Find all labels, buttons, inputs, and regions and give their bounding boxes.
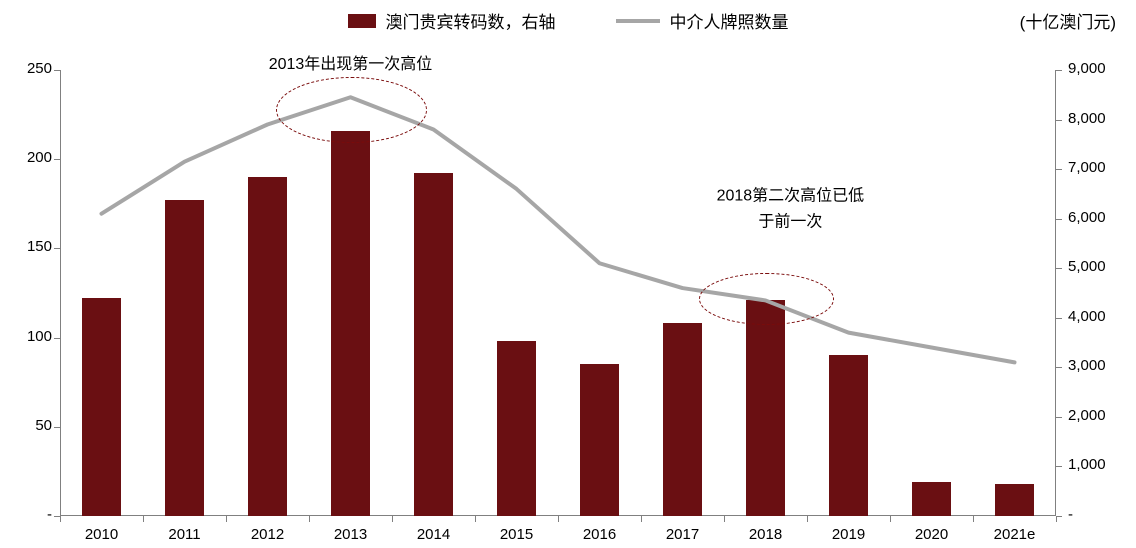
x-tick: [143, 516, 144, 522]
unit-label: (十亿澳门元): [1020, 8, 1116, 33]
plot-area: -50100150200250-1,0002,0003,0004,0005,00…: [60, 70, 1056, 516]
legend: 澳门贵宾转码数，右轴 中介人牌照数量: [0, 8, 1136, 33]
x-label: 2020: [915, 526, 948, 543]
y-left-label: 200: [2, 149, 52, 166]
y-right-label: 3,000: [1068, 357, 1136, 374]
x-label: 2017: [666, 526, 699, 543]
x-tick: [973, 516, 974, 522]
legend-item-line: 中介人牌照数量: [616, 8, 789, 33]
x-tick: [641, 516, 642, 522]
y-right-label: 4,000: [1068, 308, 1136, 325]
legend-swatch-bar: [348, 14, 376, 28]
x-tick: [309, 516, 310, 522]
ann-2013: 2013年出现第一次高位: [269, 52, 433, 78]
legend-line-label: 中介人牌照数量: [670, 8, 789, 33]
y-right-label: 1,000: [1068, 456, 1136, 473]
x-tick: [475, 516, 476, 522]
chart-container: 澳门贵宾转码数，右轴 中介人牌照数量 (十亿澳门元) -501001502002…: [0, 0, 1136, 548]
y-right-label: 2,000: [1068, 407, 1136, 424]
y-right-label: 9,000: [1068, 60, 1136, 77]
y-right-tick: [1056, 466, 1062, 467]
x-label: 2013: [334, 526, 367, 543]
ann-2018: 2018第二次高位已低于前一次: [717, 184, 865, 235]
ann-2018-ellipse: [699, 273, 834, 325]
x-label: 2015: [500, 526, 533, 543]
x-tick: [807, 516, 808, 522]
x-tick: [890, 516, 891, 522]
y-right-tick: [1056, 268, 1062, 269]
x-tick: [724, 516, 725, 522]
line-series: [60, 70, 1056, 516]
y-right-label: -: [1068, 506, 1136, 523]
x-label: 2014: [417, 526, 450, 543]
y-right-label: 7,000: [1068, 159, 1136, 176]
x-label: 2011: [168, 526, 200, 543]
y-right-tick: [1056, 318, 1062, 319]
legend-item-bar: 澳门贵宾转码数，右轴: [348, 8, 556, 33]
x-tick: [226, 516, 227, 522]
x-label: 2012: [251, 526, 284, 543]
x-label: 2010: [85, 526, 118, 543]
y-left-label: 250: [2, 60, 52, 77]
y-right-tick: [1056, 367, 1062, 368]
y-left-label: 100: [2, 328, 52, 345]
x-tick: [60, 516, 61, 522]
y-right-tick: [1056, 417, 1062, 418]
ann-2013-ellipse: [276, 77, 427, 143]
x-label: 2016: [583, 526, 616, 543]
y-left-label: 150: [2, 238, 52, 255]
y-right-tick: [1056, 169, 1062, 170]
x-label: 2021e: [994, 526, 1036, 543]
legend-bar-label: 澳门贵宾转码数，右轴: [386, 8, 556, 33]
x-tick: [1056, 516, 1057, 522]
x-tick: [392, 516, 393, 522]
x-label: 2019: [832, 526, 865, 543]
y-right-tick: [1056, 70, 1062, 71]
legend-swatch-line: [616, 19, 660, 23]
y-right-label: 8,000: [1068, 110, 1136, 127]
y-right-tick: [1056, 120, 1062, 121]
x-tick: [558, 516, 559, 522]
y-left-label: 50: [2, 417, 52, 434]
x-label: 2018: [749, 526, 782, 543]
y-left-label: -: [2, 506, 52, 523]
y-right-label: 6,000: [1068, 209, 1136, 226]
y-right-label: 5,000: [1068, 258, 1136, 275]
y-right-tick: [1056, 219, 1062, 220]
